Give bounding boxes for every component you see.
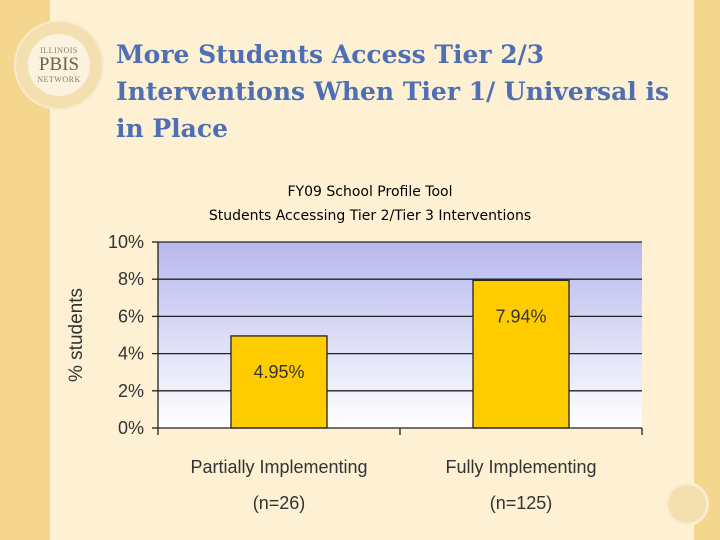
logo-inner-circle: ILLINOIS PBIS NETWORK [28,34,90,96]
chart-subtitle: Students Accessing Tier 2/Tier 3 Interve… [208,208,532,224]
chart-title: FY09 School Profile Tool [287,184,453,200]
x-category-label: Partially Implementing [190,457,367,477]
logo-main-text: PBIS [38,54,80,75]
bar-data-label: 7.94% [495,306,546,326]
y-tick-label: 2% [118,381,144,401]
axes [152,241,643,435]
bar [230,335,328,429]
y-tick-label: 10% [108,232,144,252]
pbis-logo: ILLINOIS PBIS NETWORK [16,22,102,108]
bar [472,279,570,429]
chart-title-block: FY09 School Profile Tool Students Access… [150,180,590,228]
bar-data-label: 4.95% [253,362,304,382]
corner-decor-circle [668,485,706,523]
logo-bottom-text: NETWORK [37,75,81,84]
y-tick-label: 0% [118,418,144,438]
labels: 0% 2% 4% 6% 8% 10% 4.95% Partially Implementing… [66,232,597,513]
x-category-sublabel: (n=125) [490,493,553,513]
bars [230,279,570,429]
y-axis-label: % students [66,288,87,382]
right-decor-band [694,0,720,540]
y-tick-label: 8% [118,269,144,289]
x-category-sublabel: (n=26) [253,493,306,513]
logo-top-text: ILLINOIS [40,46,78,55]
y-tick-label: 6% [118,306,144,326]
y-tick-label: 4% [118,344,144,364]
slide-title: More Students Access Tier 2/3 Interventi… [116,40,670,143]
x-category-label: Fully Implementing [445,457,596,477]
